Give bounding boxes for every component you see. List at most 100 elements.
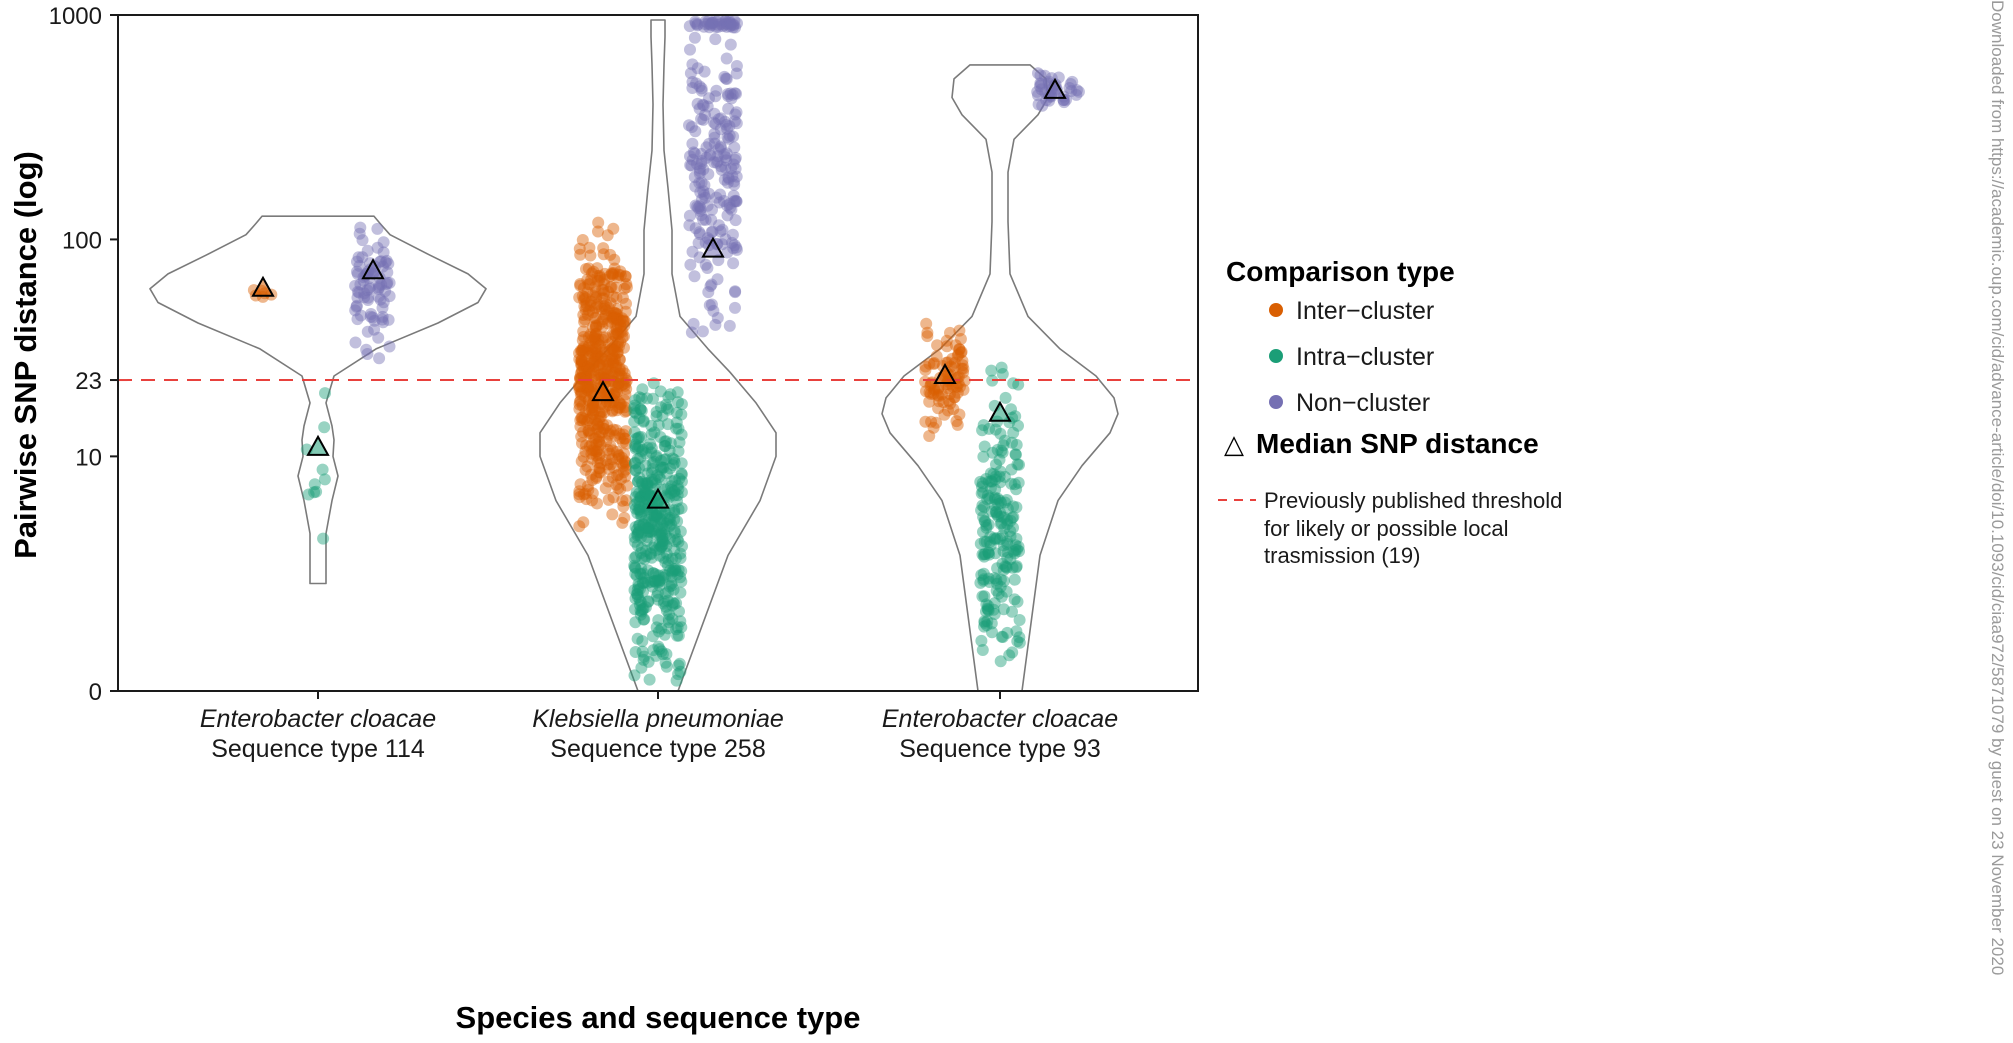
point-1-3: [930, 416, 943, 429]
point-1-3: [920, 385, 932, 398]
point-1-3: [942, 394, 955, 407]
point-1-2: [592, 225, 604, 238]
point-2-3: [1005, 403, 1017, 416]
point-3-3: [1066, 75, 1079, 88]
point-3-2: [728, 115, 741, 128]
point-3-3: [1034, 77, 1047, 90]
point-3-2: [693, 251, 706, 264]
point-2-2: [629, 464, 642, 477]
point-2-2: [664, 487, 677, 499]
point-2-3: [982, 546, 995, 559]
point-3-1: [382, 257, 395, 270]
point-3-2: [684, 258, 697, 271]
point-1-2: [582, 424, 595, 437]
point-2-2: [629, 456, 642, 469]
point-1-2: [584, 249, 597, 262]
point-2-3: [1004, 514, 1017, 527]
point-2-2: [659, 556, 672, 568]
point-1-2: [608, 354, 621, 366]
point-2-2: [647, 567, 659, 580]
point-2-3: [992, 587, 1005, 600]
point-1-2: [581, 383, 594, 396]
point-2-2: [675, 468, 688, 481]
point-1-2: [593, 274, 606, 287]
point-2-2: [669, 562, 682, 575]
point-2-3: [1006, 511, 1019, 524]
point-2-3: [989, 473, 1002, 486]
point-3-1: [376, 301, 389, 314]
point-1-2: [577, 309, 590, 321]
point-2-3: [1011, 458, 1024, 471]
legend: Comparison type Inter−cluster Intra−clus…: [1218, 256, 1562, 568]
point-1-2: [589, 319, 602, 332]
point-2-3: [1005, 477, 1018, 490]
point-1-2: [577, 450, 590, 463]
point-2-2: [628, 559, 641, 572]
point-2-2: [668, 563, 681, 576]
point-3-2: [721, 88, 734, 100]
point-2-3: [1012, 540, 1025, 553]
point-1-2: [577, 293, 590, 306]
point-1-2: [618, 432, 631, 445]
point-2-2: [646, 525, 659, 538]
point-2-2: [654, 385, 667, 398]
point-2-2: [646, 476, 659, 489]
point-1-3: [948, 391, 961, 404]
point-3-2: [687, 317, 700, 330]
point-1-2: [591, 423, 604, 436]
point-2-2: [652, 569, 665, 582]
point-2-2: [664, 462, 677, 475]
point-2-3: [976, 548, 989, 561]
point-3-2: [684, 159, 697, 172]
point-2-2: [653, 625, 665, 638]
point-1-2: [598, 292, 610, 305]
point-1-3: [948, 361, 961, 374]
point-1-3: [957, 383, 970, 396]
point-2-3: [984, 530, 997, 543]
point-3-1: [373, 352, 386, 365]
point-1-2: [577, 282, 590, 295]
point-3-2: [711, 155, 724, 168]
point-1-2: [606, 444, 619, 457]
point-3-1: [383, 276, 396, 289]
point-2-2: [663, 580, 676, 593]
point-3-2: [691, 62, 704, 75]
point-3-2: [714, 225, 727, 238]
point-2-3: [978, 501, 990, 513]
point-2-2: [660, 398, 673, 411]
point-1-2: [597, 331, 610, 344]
point-3-2: [705, 19, 718, 32]
point-1-2: [587, 398, 599, 411]
point-1-2: [586, 407, 599, 420]
point-3-2: [727, 242, 740, 255]
point-3-2: [686, 76, 699, 88]
point-1-2: [607, 307, 620, 320]
point-2-3: [993, 494, 1006, 507]
point-2-2: [630, 569, 643, 582]
point-3-2: [684, 43, 696, 56]
point-1-2: [604, 248, 617, 261]
point-1-2: [585, 273, 598, 286]
point-2-2: [634, 490, 647, 503]
point-2-3: [1009, 448, 1022, 461]
point-2-2: [628, 426, 641, 439]
point-1-2: [591, 418, 604, 431]
point-3-2: [719, 161, 732, 174]
point-2-2: [666, 452, 679, 465]
point-3-1: [382, 313, 395, 326]
point-3-2: [714, 123, 727, 136]
point-1-2: [602, 429, 615, 442]
point-1-2: [593, 466, 606, 479]
point-1-2: [616, 457, 629, 470]
point-1-2: [575, 372, 588, 385]
point-2-2: [656, 409, 669, 422]
point-2-2: [669, 564, 682, 577]
point-2-2: [669, 526, 681, 539]
point-2-2: [670, 416, 683, 429]
point-3-2: [689, 125, 702, 138]
point-1-3: [954, 333, 967, 345]
point-1-2: [611, 340, 624, 353]
point-2-3: [1011, 635, 1024, 648]
point-1-3: [942, 404, 954, 417]
point-2-3: [994, 427, 1007, 440]
